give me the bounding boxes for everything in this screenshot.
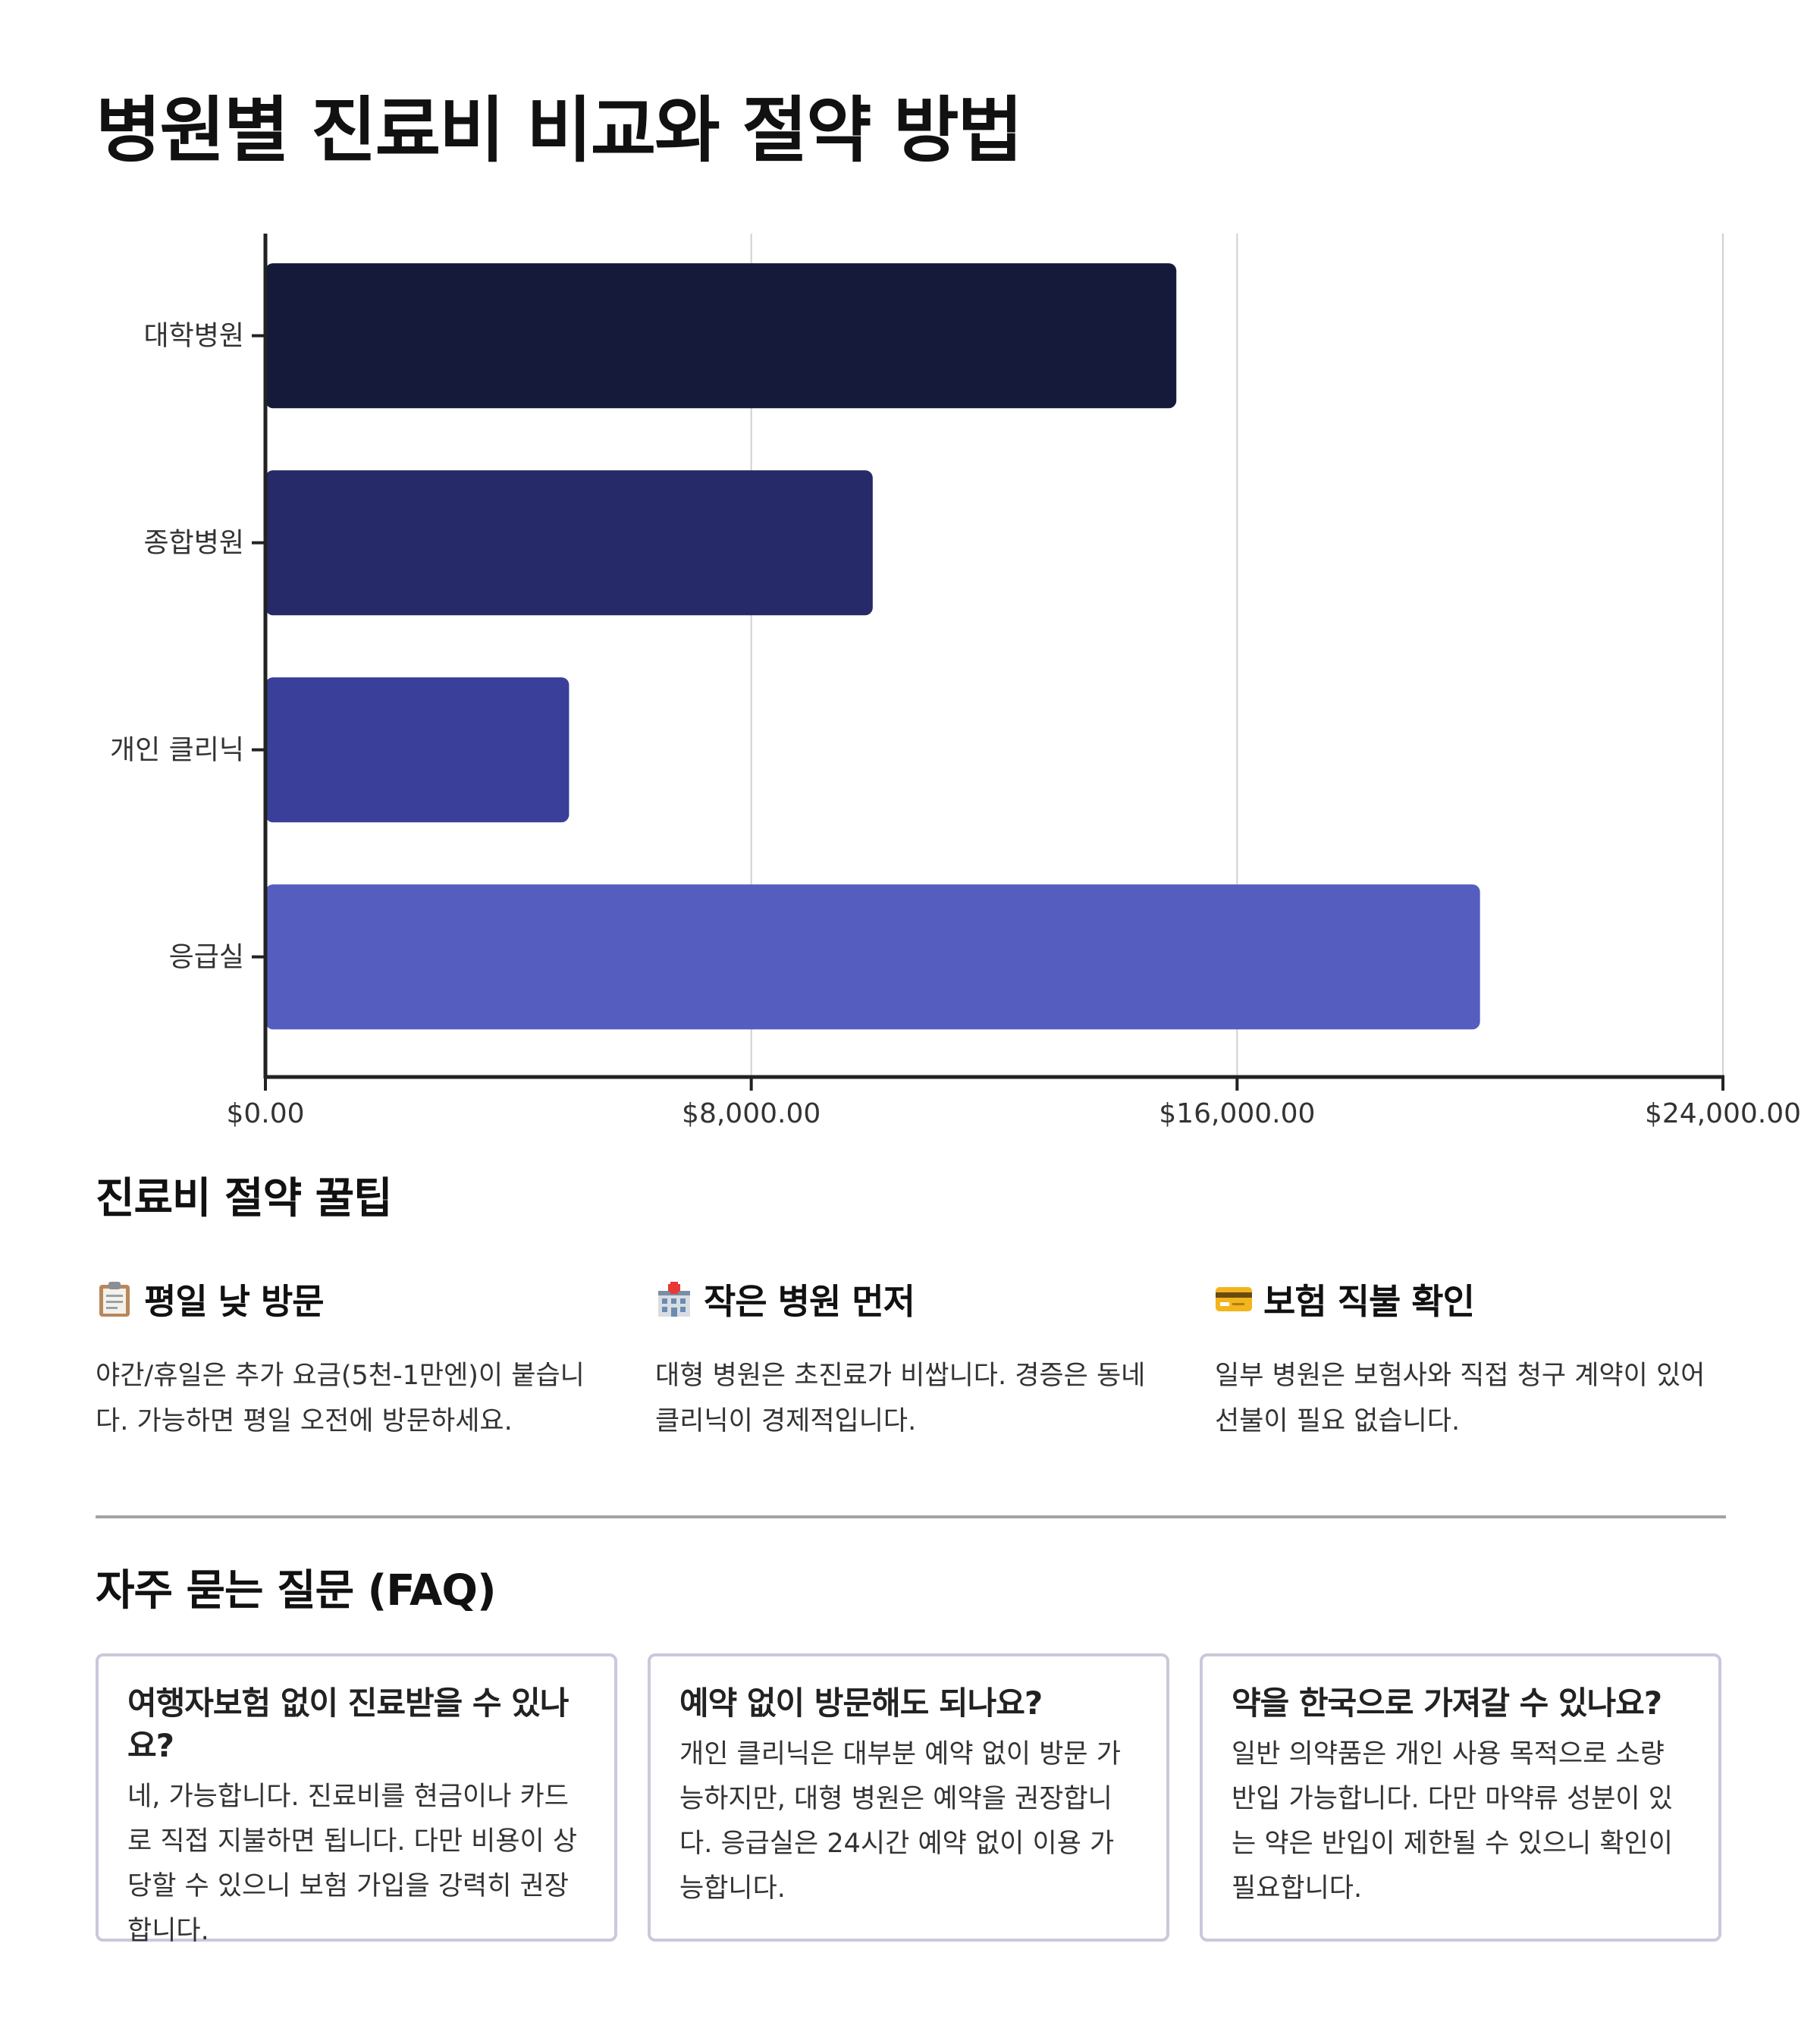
faq-question: 약을 한국으로 가져갈 수 있나요? <box>1232 1684 1662 1722</box>
category-label: 개인 클리닉 <box>110 735 244 766</box>
x-tick-label: $24,000.00 <box>1645 1098 1801 1129</box>
clipboard-icon <box>96 1280 133 1318</box>
tip-card-weekday: 평일 낮 방문 야간/휴일은 추가 요금(5천-1만엔)이 붙습니다. 가능하면… <box>96 1274 588 1444</box>
tip-card-insurance: 보험 직불 확인 일부 병원은 보험사와 직접 청구 계약이 있어 선불이 필요… <box>1215 1274 1708 1444</box>
category-label: 응급실 <box>169 942 244 973</box>
x-tick-label: $0.00 <box>226 1098 304 1129</box>
category-label: 종합병원 <box>144 528 244 559</box>
faq-section-title: 자주 묻는 질문 (FAQ) <box>96 1566 497 1615</box>
faq-question: 여행자보험 없이 진료받을 수 있나요? <box>127 1684 569 1764</box>
page-title: 병원별 진료비 비교와 절약 방법 <box>96 89 1023 172</box>
faq-answer: 개인 클리닉은 대부분 예약 없이 방문 가능하지만, 대형 병원은 예약을 권… <box>679 1739 1121 1904</box>
tips-section-title: 진료비 절약 꿀팁 <box>96 1174 393 1223</box>
tip-card-small-hospital: 작은 병원 먼저 대형 병원은 초진료가 비쌉니다. 경증은 동네 클리닉이 경… <box>655 1274 1148 1444</box>
category-label: 대학병원 <box>144 321 244 352</box>
faq-question: 예약 없이 방문해도 되나요? <box>679 1684 1043 1722</box>
bar <box>265 470 873 616</box>
credit-card-icon <box>1215 1280 1253 1318</box>
tip-title: 보험 직불 확인 <box>1263 1281 1475 1322</box>
faq-card: 예약 없이 방문해도 되나요? 개인 클리닉은 대부분 예약 없이 방문 가능하… <box>648 1653 1169 1942</box>
bar <box>265 677 570 823</box>
tip-title: 작은 병원 먼저 <box>704 1281 915 1322</box>
x-tick-label: $16,000.00 <box>1159 1098 1315 1129</box>
tip-title: 평일 낮 방문 <box>144 1281 325 1322</box>
section-divider <box>96 1515 1726 1518</box>
tip-text: 일부 병원은 보험사와 직접 청구 계약이 있어 선불이 필요 없습니다. <box>1215 1361 1705 1436</box>
faq-card: 여행자보험 없이 진료받을 수 있나요? 네, 가능합니다. 진료비를 현금이나… <box>96 1653 617 1946</box>
hospital-icon <box>655 1280 693 1318</box>
tip-text: 대형 병원은 초진료가 비쌉니다. 경증은 동네 클리닉이 경제적입니다. <box>655 1361 1146 1436</box>
bar <box>265 884 1480 1030</box>
bar <box>265 263 1177 409</box>
tip-text: 야간/휴일은 추가 요금(5천-1만엔)이 붙습니다. 가능하면 평일 오전에 … <box>96 1361 585 1436</box>
x-tick-label: $8,000.00 <box>682 1098 821 1129</box>
faq-answer: 일반 의약품은 개인 사용 목적으로 소량 반입 가능합니다. 다만 마약류 성… <box>1232 1739 1673 1904</box>
faq-answer: 네, 가능합니다. 진료비를 현금이나 카드로 직접 지불하면 됩니다. 다만 … <box>127 1782 578 1946</box>
faq-card: 약을 한국으로 가져갈 수 있나요? 일반 의약품은 개인 사용 목적으로 소량… <box>1200 1653 1721 1942</box>
